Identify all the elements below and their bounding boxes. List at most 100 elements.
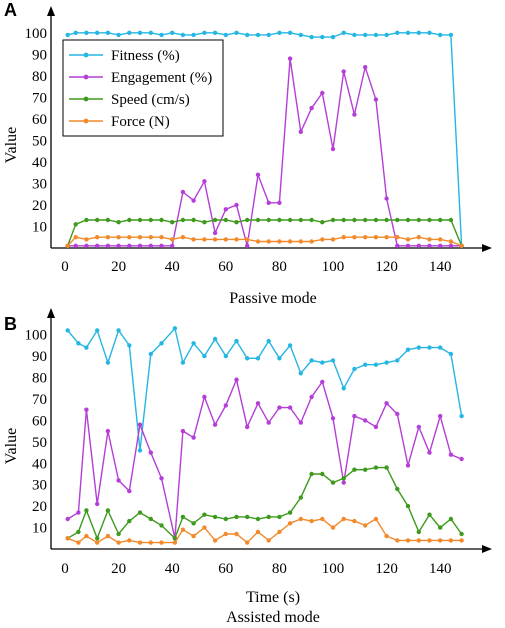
legend-label-engagement: Engagement (%)	[111, 70, 212, 86]
legend-marker-speed	[83, 96, 89, 102]
y-axis-arrow-b	[47, 308, 55, 318]
data-point-speed-b	[459, 531, 464, 537]
data-point-fitness-a	[373, 32, 379, 38]
x-tick-label-b: 80	[272, 561, 287, 577]
data-point-fitness-a	[287, 30, 293, 35]
data-point-fitness-a	[277, 30, 282, 35]
data-point-engagement-a	[73, 243, 78, 248]
data-point-force-b	[127, 538, 132, 543]
data-point-fitness-a	[180, 32, 186, 38]
data-point-fitness-b	[255, 356, 261, 361]
data-point-fitness-a	[105, 30, 111, 35]
legend-box	[62, 39, 224, 137]
data-point-force-b	[84, 533, 89, 539]
data-point-speed-a	[170, 220, 175, 225]
data-point-engagement-a	[245, 243, 250, 248]
data-point-speed-b	[159, 523, 164, 528]
data-point-force-a	[127, 235, 132, 240]
data-point-engagement-b	[191, 435, 196, 440]
x-tick-label-b: 100	[322, 561, 345, 577]
data-point-fitness-a	[427, 30, 432, 35]
data-point-engagement-a	[427, 243, 432, 248]
data-point-fitness-a	[65, 32, 70, 38]
data-point-fitness-b	[105, 360, 111, 365]
y-tick-label-b: 40	[32, 456, 47, 472]
data-point-force-a	[287, 239, 293, 244]
data-point-speed-b	[448, 516, 454, 522]
y-tick-label-b: 90	[32, 349, 47, 365]
data-point-speed-b	[438, 525, 443, 530]
data-point-force-b	[137, 540, 143, 545]
data-point-speed-a	[277, 217, 282, 223]
data-point-engagement-b	[330, 416, 336, 421]
y-tick-label-a: 30	[32, 176, 47, 192]
x-tick-label-a: 120	[375, 259, 398, 275]
data-point-engagement-a	[438, 243, 443, 248]
data-point-engagement-a	[116, 243, 121, 248]
data-point-speed-a	[116, 220, 121, 225]
data-point-engagement-b	[137, 422, 143, 427]
data-point-fitness-a	[212, 30, 218, 35]
data-point-speed-a	[191, 217, 196, 223]
data-point-speed-b	[172, 536, 178, 541]
data-point-engagement-a	[170, 243, 175, 248]
x-axis-arrow-a	[482, 244, 492, 252]
data-point-fitness-b	[287, 343, 293, 348]
data-point-fitness-a	[73, 30, 78, 35]
data-point-engagement-b	[363, 418, 368, 423]
data-point-fitness-b	[459, 413, 464, 419]
data-point-engagement-b	[180, 428, 186, 434]
data-point-speed-a	[405, 217, 411, 223]
data-point-force-b	[277, 529, 282, 535]
data-point-engagement-a	[330, 146, 336, 152]
data-point-fitness-b	[363, 362, 368, 367]
data-point-speed-b	[330, 480, 336, 485]
data-point-engagement-a	[373, 97, 379, 102]
data-point-fitness-b	[180, 360, 186, 365]
data-point-fitness-b	[95, 328, 100, 333]
data-point-engagement-a	[212, 230, 218, 236]
data-point-speed-a	[127, 217, 132, 223]
data-point-speed-a	[137, 217, 143, 223]
data-point-force-a	[384, 235, 389, 240]
data-point-force-b	[438, 538, 443, 543]
data-point-force-a	[298, 239, 303, 244]
legend-marker-force	[83, 118, 89, 124]
data-point-fitness-b	[298, 371, 303, 376]
data-point-speed-b	[223, 516, 228, 522]
data-point-force-b	[352, 518, 357, 524]
data-point-fitness-a	[95, 30, 100, 35]
x-axis-label-a: Passive mode	[229, 290, 317, 307]
x-tick-label-a: 40	[165, 259, 180, 275]
data-point-force-b	[245, 540, 250, 545]
data-point-speed-a	[363, 217, 368, 223]
data-point-fitness-b	[427, 345, 432, 350]
data-point-fitness-a	[137, 30, 143, 35]
data-point-fitness-a	[341, 30, 346, 35]
x-tick-label-b: 20	[111, 561, 126, 577]
data-point-speed-b	[76, 529, 81, 535]
data-point-force-a	[395, 235, 400, 240]
data-point-speed-b	[277, 514, 282, 520]
y-tick-label-b: 100	[25, 328, 48, 344]
data-point-force-a	[330, 237, 336, 242]
data-point-speed-a	[309, 217, 314, 223]
data-point-speed-a	[234, 220, 239, 225]
data-point-fitness-b	[277, 356, 282, 361]
data-point-force-a	[341, 235, 346, 240]
y-axis-label-a: Value	[3, 127, 20, 163]
data-point-engagement-b	[127, 488, 132, 494]
data-point-force-a	[373, 235, 379, 240]
data-point-fitness-b	[116, 328, 121, 333]
data-point-force-a	[137, 235, 143, 240]
data-point-speed-b	[427, 512, 432, 517]
data-point-speed-a	[245, 217, 250, 223]
data-point-speed-a	[448, 217, 454, 223]
data-point-fitness-a	[234, 30, 239, 35]
data-point-force-a	[116, 235, 121, 240]
data-point-fitness-b	[76, 341, 81, 346]
data-point-speed-b	[180, 514, 186, 520]
y-tick-label-a: 90	[32, 47, 47, 63]
data-point-engagement-b	[266, 420, 271, 425]
data-point-fitness-b	[438, 345, 443, 350]
